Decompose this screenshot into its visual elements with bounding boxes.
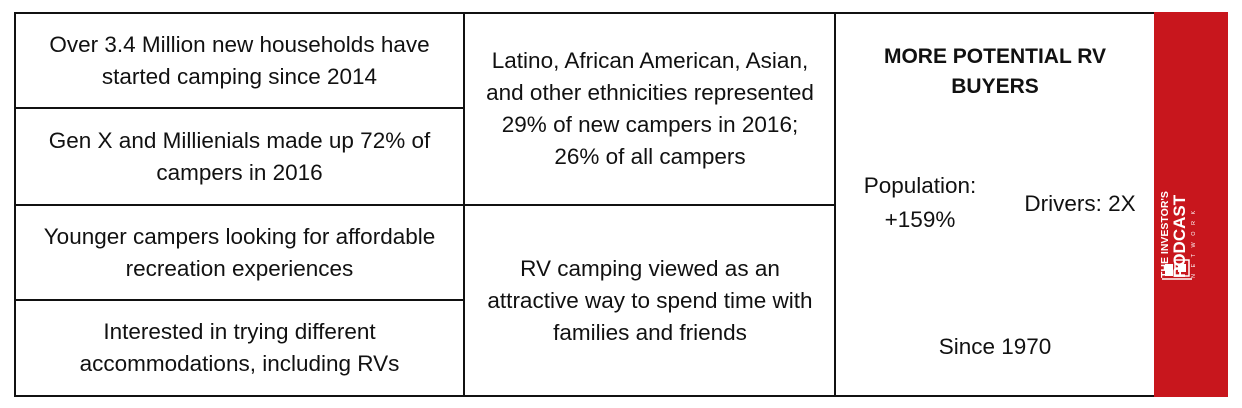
row-divider-3 [14,299,464,301]
row-divider-1 [14,107,464,109]
middle-row-divider [464,204,835,206]
table-border-bottom [14,395,1228,397]
middle-cell-bottom: RV camping viewed as an attractive way t… [487,255,813,345]
population-value: +159% [884,207,956,232]
right-heading: MORE POTENTIAL RV BUYERS [883,45,1107,98]
population-label: Population: [863,173,977,198]
table-border-top [14,12,1228,14]
middle-cell-top: Latino, African American, Asian, and oth… [486,48,814,169]
left-cell-1: Over 3.4 Million new households have sta… [49,31,430,89]
left-cell-4: Interested in trying different accommoda… [79,319,400,376]
drivers-value: Drivers: 2X [1024,191,1136,216]
column-divider-2 [834,12,836,397]
investors-podcast-logo: THE INVESTOR'S PODCAST NETWORK [1159,191,1197,280]
left-cell-2: Gen X and Millienials made up 72% of cam… [48,127,431,185]
left-cell-3: Younger campers looking for affordable r… [43,223,436,281]
since-label: Since 1970 [938,334,1052,359]
row-divider-2 [14,204,464,206]
info-table: Over 3.4 Million new households have sta… [14,12,1228,397]
brand-stripe [1154,12,1228,397]
brand-line-2: PODCAST [1170,194,1189,278]
brand-line-3: NETWORK [1191,204,1197,278]
brand-line-1: THE INVESTOR'S [1159,191,1171,278]
podcast-icon [1162,259,1192,280]
